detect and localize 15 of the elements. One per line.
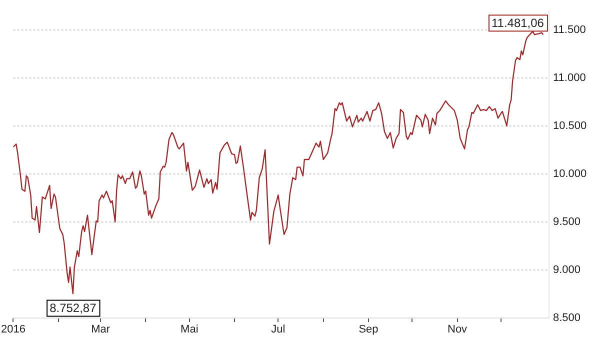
- x-tick-label: Mai: [180, 324, 198, 336]
- y-tick-label: 9.500: [553, 216, 581, 228]
- y-tick-label: 11.000: [553, 72, 586, 84]
- x-tick-label: 2016: [0, 324, 26, 336]
- y-tick-label: 9.000: [553, 264, 581, 276]
- annotation: 8.752,87: [50, 301, 97, 316]
- x-tick-label: Sep: [358, 324, 378, 336]
- x-tick-label: Mar: [91, 324, 110, 336]
- y-tick-label: 11.500: [553, 24, 586, 36]
- y-tick-label: 10.500: [553, 120, 587, 132]
- annotation: 11.481,06: [491, 16, 544, 30]
- y-tick-label: 10.000: [553, 168, 587, 180]
- x-tick-label: Nov: [448, 324, 468, 336]
- x-tick-label: Jul: [271, 324, 286, 336]
- y-tick-label: 8.500: [553, 312, 581, 324]
